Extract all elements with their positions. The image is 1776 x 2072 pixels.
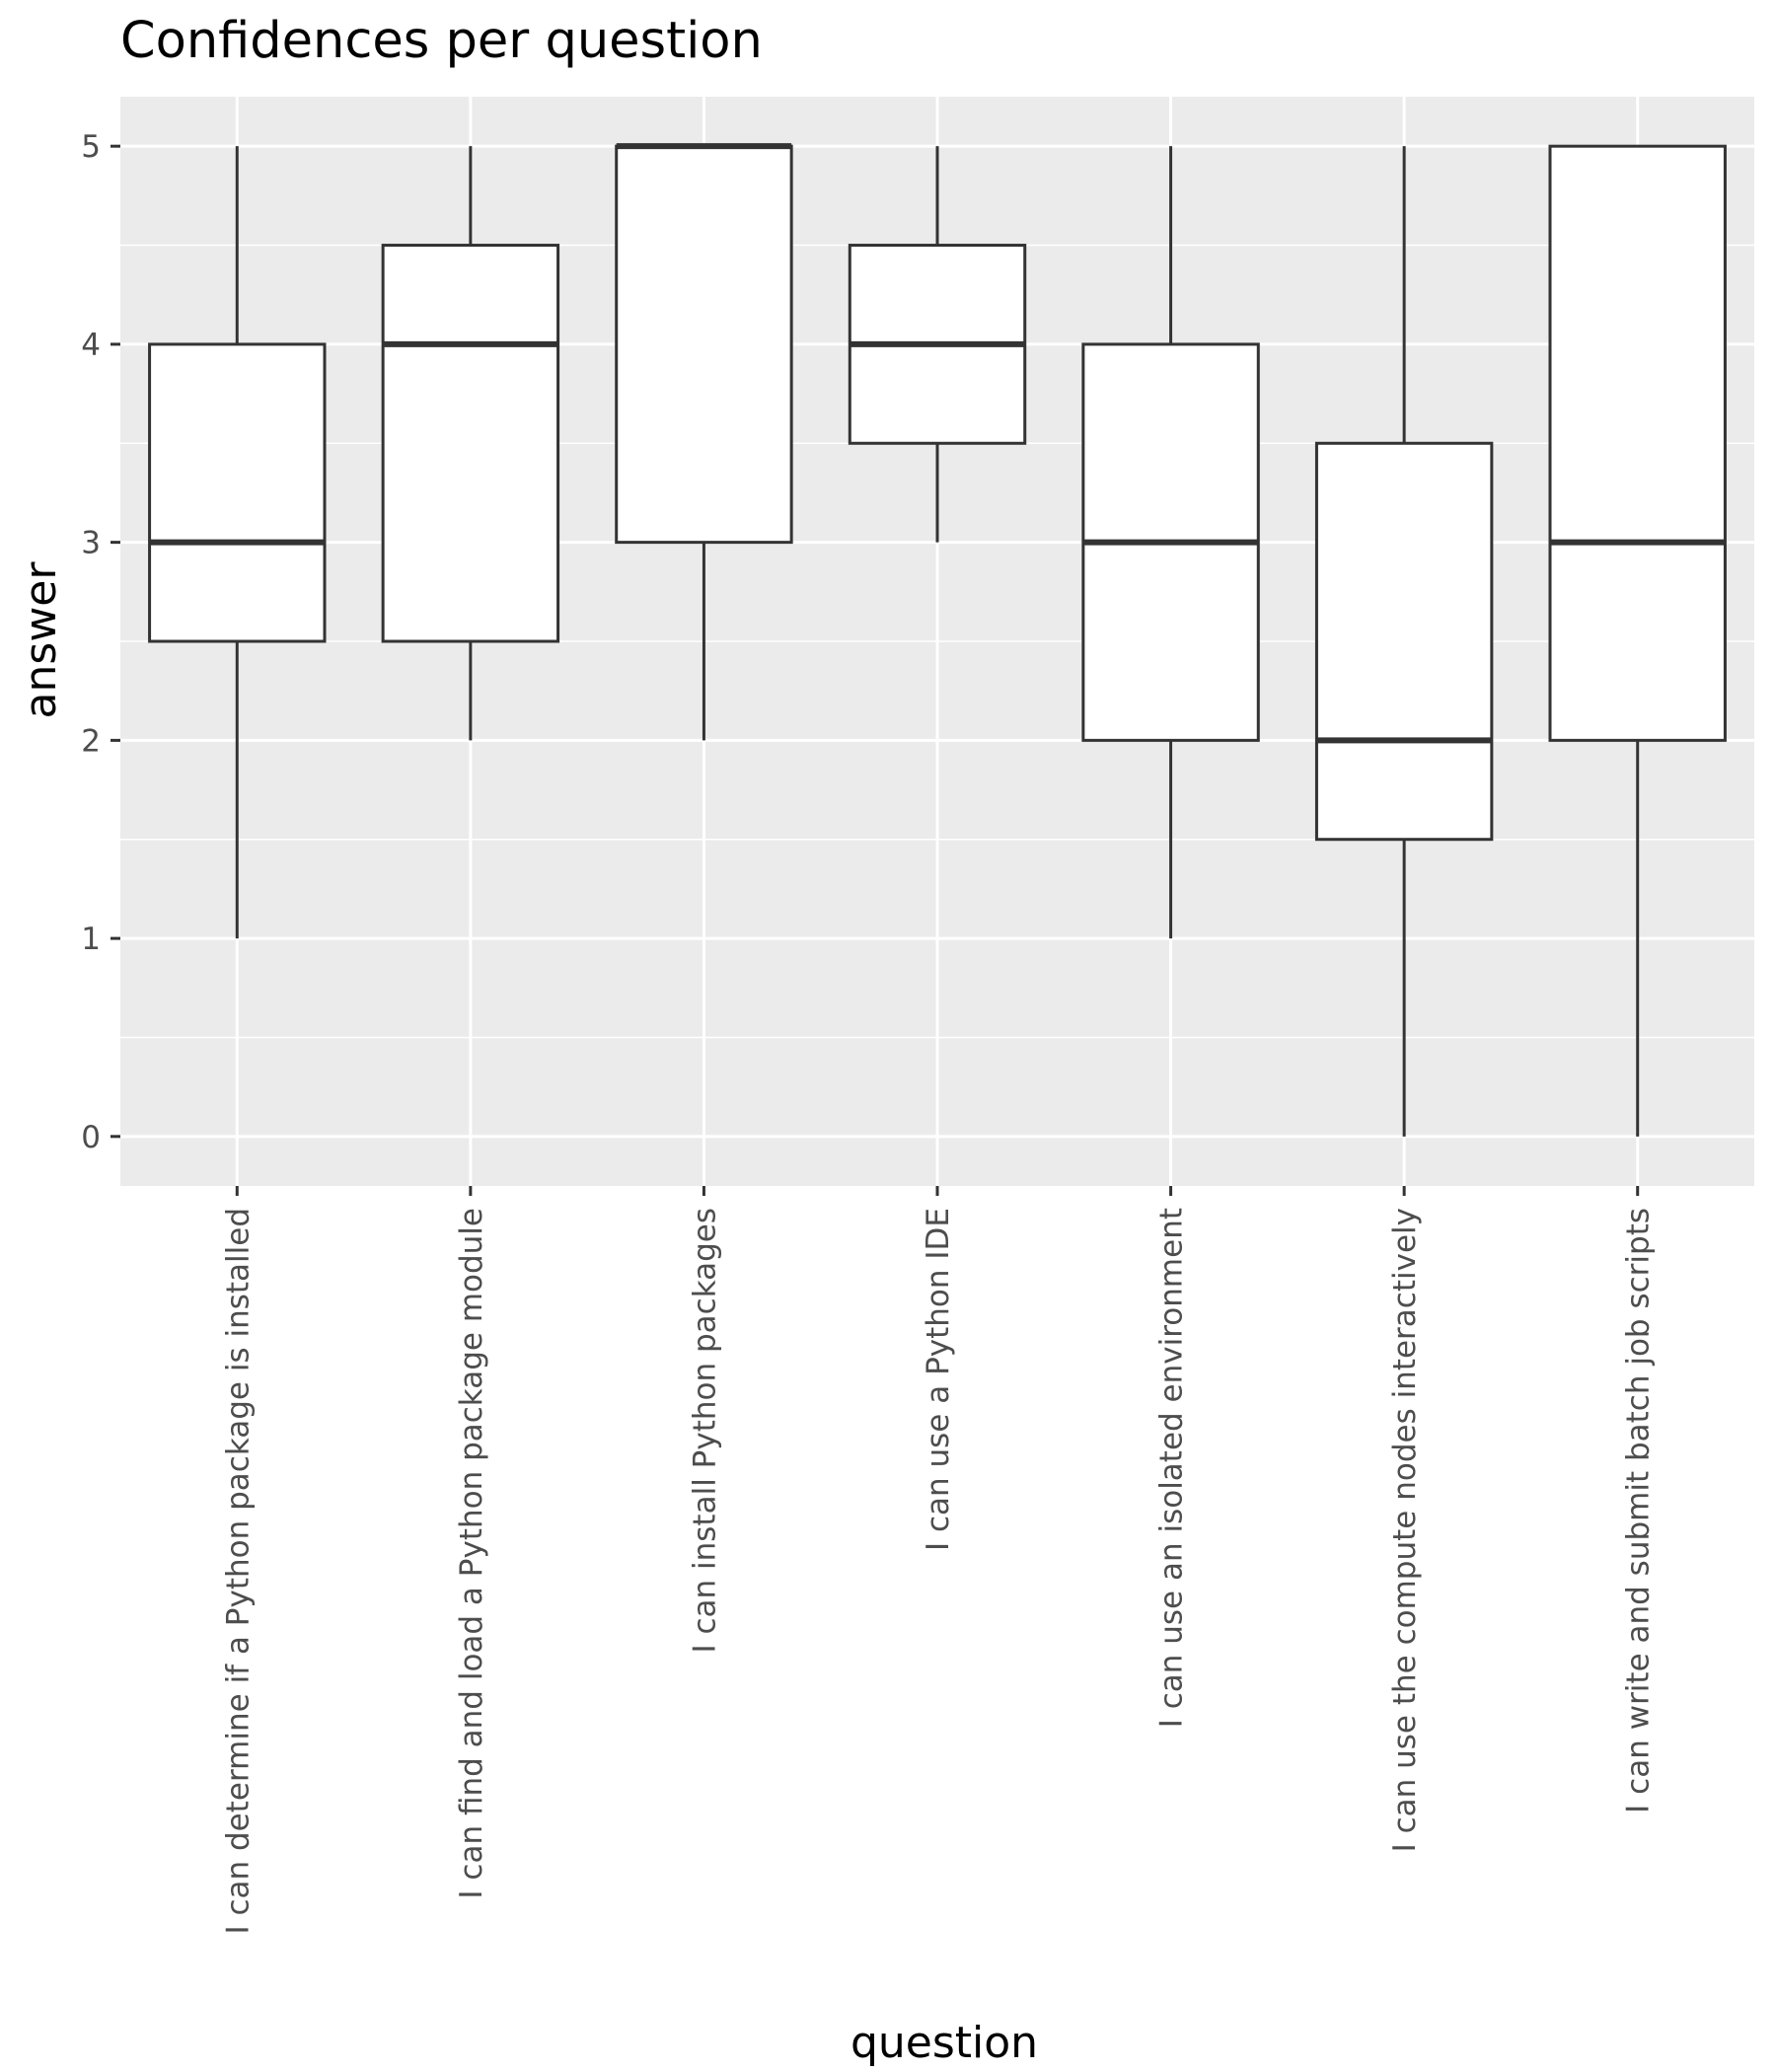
chart-title: Confidences per question bbox=[120, 12, 763, 70]
y-tick-label: 1 bbox=[81, 922, 101, 957]
x-tick-label: I can write and submit batch job scripts bbox=[1621, 1208, 1657, 1813]
box-1 bbox=[148, 146, 327, 939]
y-axis-title: answer bbox=[16, 561, 66, 719]
y-tick-label: 0 bbox=[81, 1120, 101, 1155]
iqr-box bbox=[381, 244, 560, 643]
box-6 bbox=[1314, 146, 1494, 1137]
iqr-box bbox=[1314, 441, 1494, 842]
x-tick-label: I can use a Python IDE bbox=[921, 1208, 956, 1551]
y-tick-label: 2 bbox=[81, 723, 101, 759]
y-tick-label: 4 bbox=[81, 328, 101, 363]
x-tick-label: I can use the compute nodes interactivel… bbox=[1387, 1208, 1423, 1852]
iqr-box bbox=[615, 144, 793, 545]
x-tick-label: I can use an isolated environment bbox=[1154, 1208, 1190, 1728]
x-tick-label: I can find and load a Python package mod… bbox=[454, 1208, 489, 1899]
box-5 bbox=[1081, 146, 1260, 939]
iqr-box bbox=[148, 342, 327, 643]
box-3 bbox=[615, 143, 793, 741]
y-tick-label: 5 bbox=[81, 129, 101, 165]
x-tick-label: I can determine if a Python package is i… bbox=[220, 1208, 256, 1935]
axes-group: 0 1 2 3 4 5 I can determine if a Python packag… bbox=[81, 129, 1656, 1934]
boxes-group bbox=[148, 143, 1727, 1137]
box-4 bbox=[848, 146, 1027, 543]
y-tick-label: 3 bbox=[81, 526, 101, 561]
x-axis-title: question bbox=[851, 2018, 1038, 2068]
iqr-box bbox=[1548, 144, 1727, 742]
x-tick-label: I can install Python packages bbox=[687, 1208, 722, 1654]
box-2 bbox=[381, 146, 560, 741]
box-7 bbox=[1548, 144, 1727, 1137]
